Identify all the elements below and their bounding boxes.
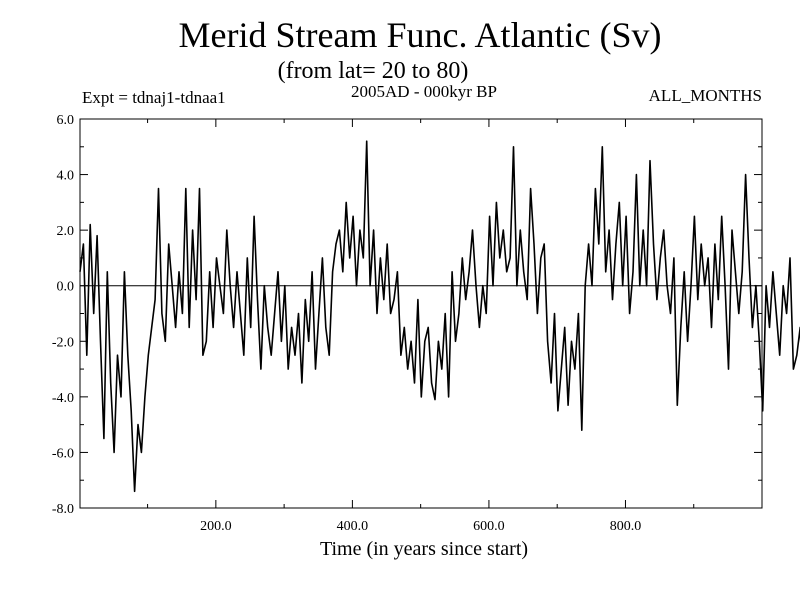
chart-subtitle: (from lat= 20 to 80) <box>277 58 469 84</box>
x-tick-label: 600.0 <box>473 519 505 534</box>
chart-title: Merid Stream Func. Atlantic (Sv) <box>178 15 662 55</box>
y-tick-label: -8.0 <box>52 502 74 517</box>
x-tick-label: 200.0 <box>200 519 232 534</box>
y-tick-label: 4.0 <box>57 169 75 184</box>
period-label: 2005AD - 000kyr BP <box>351 82 497 101</box>
y-tick-label: -2.0 <box>52 335 74 350</box>
y-tick-label: -4.0 <box>52 391 74 406</box>
y-tick-label: 2.0 <box>57 224 75 239</box>
y-tick-label: 6.0 <box>57 113 75 128</box>
y-tick-label: 0.0 <box>57 280 75 295</box>
series-line <box>79 140 800 493</box>
months-label: ALL_MONTHS <box>648 86 762 105</box>
experiment-label: Expt = tdnaj1-tdnaa1 <box>82 88 226 107</box>
x-tick-label: 400.0 <box>337 519 369 534</box>
y-tick-label: -6.0 <box>52 446 74 461</box>
x-axis-label: Time (in years since start) <box>319 538 529 560</box>
x-tick-label: 800.0 <box>610 519 642 534</box>
